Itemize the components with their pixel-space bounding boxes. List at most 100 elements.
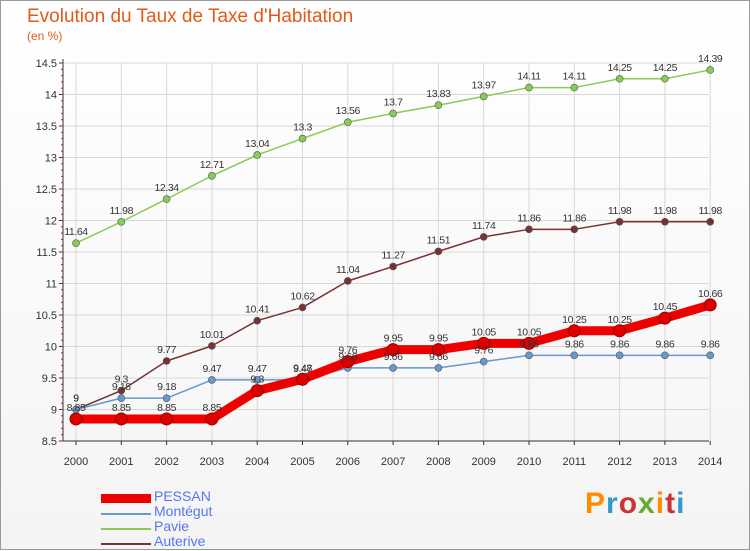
data-point-pavie [298, 134, 307, 143]
x-tick-label: 2007 [381, 456, 405, 468]
logo-letter: i [676, 487, 686, 520]
data-label-pessan: 10.45 [653, 301, 678, 313]
data-point-auterive [570, 225, 579, 234]
data-point-pavie [479, 92, 488, 101]
data-label-pavie: 12.71 [200, 159, 225, 171]
data-label-pessan: 10.05 [472, 326, 497, 338]
data-label-pavie: 11.98 [110, 205, 134, 217]
data-point-pavie [615, 74, 624, 83]
data-point-pavie [117, 217, 126, 226]
x-tick-label: 2008 [426, 456, 450, 468]
data-label-auterive: 11.51 [427, 234, 451, 246]
data-label-montgut: 9.47 [248, 363, 267, 375]
y-tick-label: 10 [45, 342, 57, 354]
data-label-pavie: 12.34 [154, 182, 179, 194]
data-label-montgut: 9.86 [701, 338, 720, 350]
data-label-pavie: 11.64 [64, 226, 88, 238]
data-label-auterive: 10.62 [290, 290, 315, 302]
data-point-pessan [160, 412, 174, 426]
data-label-auterive: 11.98 [653, 205, 677, 217]
data-point-montgut [525, 351, 533, 360]
data-label-auterive: 11.98 [608, 205, 632, 217]
legend-label: Montégut [154, 503, 213, 519]
data-point-pessan [613, 324, 627, 338]
data-label-pessan: 9.76 [338, 345, 357, 357]
data-point-pavie [389, 109, 397, 118]
data-label-pessan: 8.85 [157, 402, 176, 414]
logo-letter: i [655, 487, 666, 520]
data-label-montgut: 9.18 [157, 381, 176, 393]
axes: 8.5 9 9.5 10 10.5 11 11.5 12 12.5 13 13.5 14 14.5 200… [36, 58, 723, 468]
x-tick-label: 2004 [245, 456, 269, 468]
data-label-pavie: 13.7 [384, 96, 403, 108]
data-point-auterive [253, 316, 262, 325]
data-label-auterive: 9.3 [115, 374, 129, 386]
data-label-montgut: 9.66 [338, 351, 357, 363]
data-point-auterive [525, 225, 533, 234]
y-tick-label: 13.5 [36, 121, 57, 133]
data-point-pessan [658, 311, 672, 325]
legend-swatch [101, 543, 151, 545]
data-point-auterive [208, 342, 216, 350]
data-point-pessan [341, 355, 355, 369]
data-point-montgut [706, 351, 715, 360]
y-tick-label: 13 [45, 153, 57, 165]
data-label-pessan: 9.3 [250, 374, 264, 386]
data-label-montgut: 9.66 [384, 351, 403, 363]
series-group [69, 66, 717, 426]
data-point-pessan [69, 412, 83, 426]
data-point-pessan [205, 412, 219, 426]
data-point-auterive [661, 217, 669, 226]
data-point-pessan [703, 298, 717, 312]
y-tick-label: 14.5 [36, 58, 57, 70]
data-point-pavie [162, 195, 171, 203]
y-tick-label: 9 [51, 405, 57, 417]
data-point-pessan [431, 343, 445, 357]
x-tick-label: 2006 [336, 456, 360, 468]
y-tick-label: 14 [45, 90, 57, 102]
data-point-pavie [72, 239, 80, 247]
data-point-pavie [706, 66, 715, 74]
data-label-pessan: 9.95 [384, 333, 403, 345]
data-point-auterive [706, 217, 715, 226]
data-label-auterive: 9.77 [157, 344, 176, 356]
data-label-pessan: 10.25 [562, 314, 587, 326]
data-label-auterive: 11.98 [698, 205, 722, 217]
data-point-montgut [253, 376, 262, 384]
data-point-pessan [522, 336, 536, 350]
x-tick-label: 2013 [653, 456, 677, 468]
data-point-pavie [343, 118, 352, 127]
data-point-pessan [477, 336, 491, 350]
x-tick-label: 2010 [517, 456, 541, 468]
data-label-auterive: 10.41 [245, 304, 270, 316]
data-point-auterive [389, 262, 397, 271]
data-label-pavie: 13.56 [336, 105, 361, 117]
x-tick-label: 2009 [471, 456, 495, 468]
data-label-pavie: 14.11 [517, 71, 541, 83]
data-label-pessan: 9.95 [429, 333, 448, 345]
grid [63, 62, 711, 442]
data-label-pessan: 10.25 [607, 314, 632, 326]
legend-label: PESSAN [154, 488, 211, 504]
data-label-pavie: 13.97 [472, 79, 497, 91]
data-point-pavie [661, 74, 669, 83]
legend-swatch [101, 528, 151, 530]
data-point-pavie [434, 101, 443, 110]
data-point-pavie [253, 151, 262, 159]
x-tick-label: 2005 [290, 456, 314, 468]
data-label-pavie: 13.83 [426, 88, 451, 100]
data-point-auterive [479, 233, 488, 241]
legend-swatch [101, 513, 151, 515]
x-tick-label: 2014 [698, 456, 722, 468]
y-tick-label: 9.5 [42, 373, 57, 385]
logo-letter: t [665, 487, 677, 520]
logo-letter: o [618, 487, 639, 520]
logo-letter: r [606, 487, 619, 520]
data-label-montgut: 9 [73, 393, 79, 405]
data-point-pessan [386, 343, 400, 357]
data-label-pavie: 14.25 [607, 62, 632, 74]
data-label-montgut: 9.86 [610, 338, 629, 350]
data-label-pessan: 8.85 [202, 402, 221, 414]
